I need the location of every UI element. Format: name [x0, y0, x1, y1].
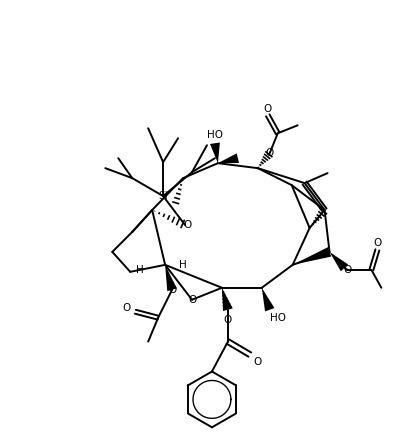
Polygon shape [262, 288, 275, 312]
Text: O: O [168, 285, 176, 295]
Text: O: O [263, 104, 272, 114]
Polygon shape [218, 153, 239, 163]
Polygon shape [222, 288, 233, 311]
Text: O: O [254, 357, 262, 367]
Text: O: O [224, 315, 232, 325]
Text: O: O [265, 148, 274, 158]
Text: HO: HO [270, 312, 286, 322]
Polygon shape [293, 247, 331, 265]
Polygon shape [330, 252, 348, 271]
Text: O: O [373, 238, 382, 248]
Polygon shape [210, 142, 220, 163]
Text: H: H [137, 265, 144, 275]
Text: O: O [122, 302, 131, 313]
Polygon shape [165, 265, 177, 291]
Text: H: H [179, 260, 187, 270]
Text: Si: Si [158, 191, 168, 201]
Text: O: O [188, 295, 196, 305]
Text: O: O [183, 220, 191, 230]
Text: O: O [343, 265, 351, 275]
Text: HO: HO [207, 130, 223, 140]
